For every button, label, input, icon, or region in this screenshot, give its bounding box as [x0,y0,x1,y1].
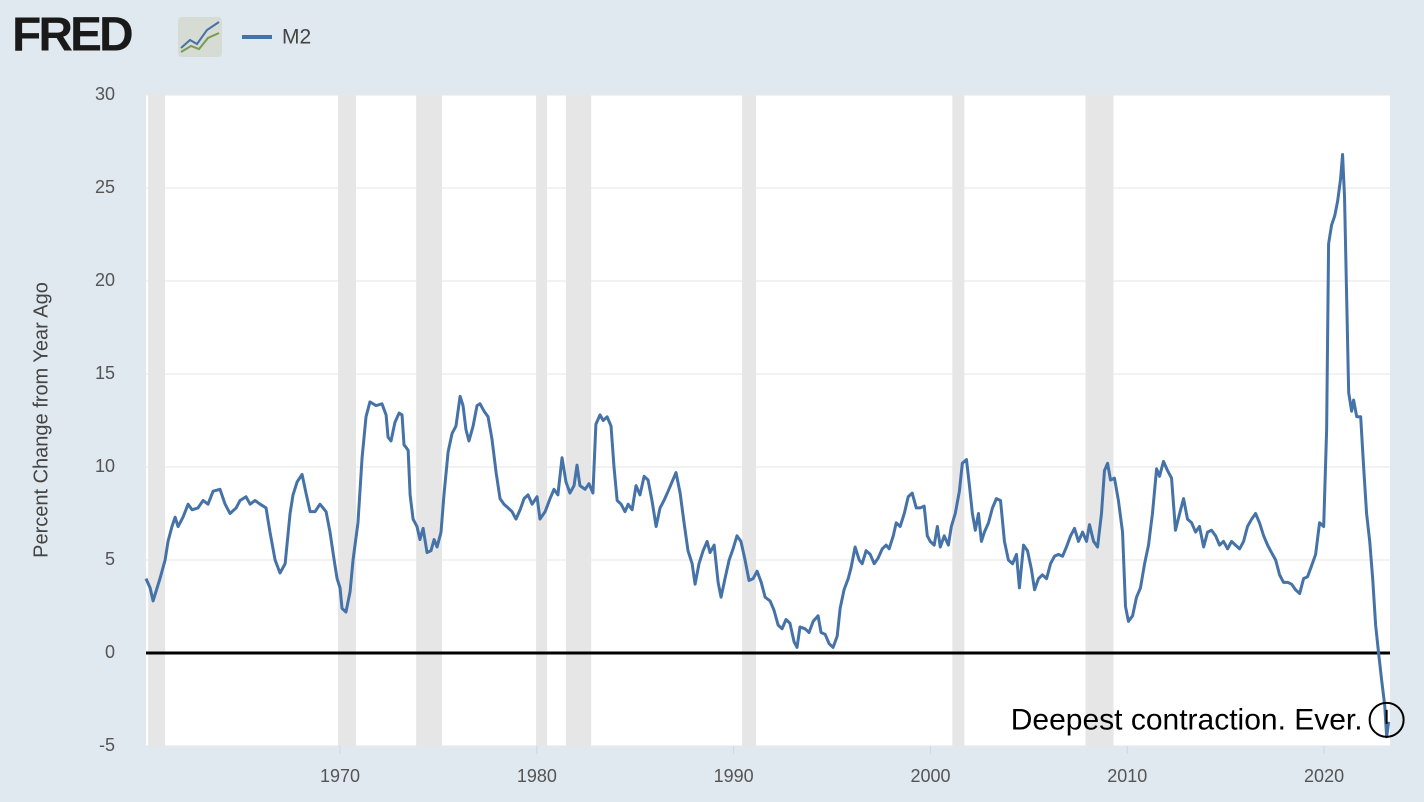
recession-band [338,95,356,746]
plot-background [146,95,1390,746]
y-tick-label: 5 [105,549,115,569]
y-tick-label: -5 [99,735,115,755]
recession-band [742,95,757,746]
y-tick-label: 10 [95,456,115,476]
annotation-circle [1368,701,1405,738]
x-tick-label: 1970 [320,766,360,786]
recession-band [1085,95,1114,746]
recession-band [148,95,166,746]
recession-band [416,95,442,746]
logo-icon [178,17,222,57]
y-tick-label: 15 [95,363,115,383]
recession-band [565,95,592,746]
recession-band [952,95,965,746]
x-tick-label: 2010 [1107,766,1147,786]
x-tick-label: 1990 [714,766,754,786]
legend-label: M2 [282,26,311,49]
series-line [144,153,1391,739]
x-tick-label: 1980 [517,766,557,786]
y-axis-label: Percent Change from Year Ago [30,282,52,558]
plot: -5 0 5 10 15 20 25 30 1970 1980 1990 2000 2010 2020 De… [95,84,1405,786]
x-tick-label: 2020 [1304,766,1344,786]
y-tick-label: 30 [95,84,115,104]
recession-band [536,95,548,746]
y-tick-label: 20 [95,270,115,290]
y-tick-label: 25 [95,177,115,197]
y-tick-label: 0 [105,642,115,662]
logo: FRED [12,9,132,62]
x-tick-label: 2000 [910,766,950,786]
annotation: Deepest contraction. Ever. [1011,704,1363,737]
